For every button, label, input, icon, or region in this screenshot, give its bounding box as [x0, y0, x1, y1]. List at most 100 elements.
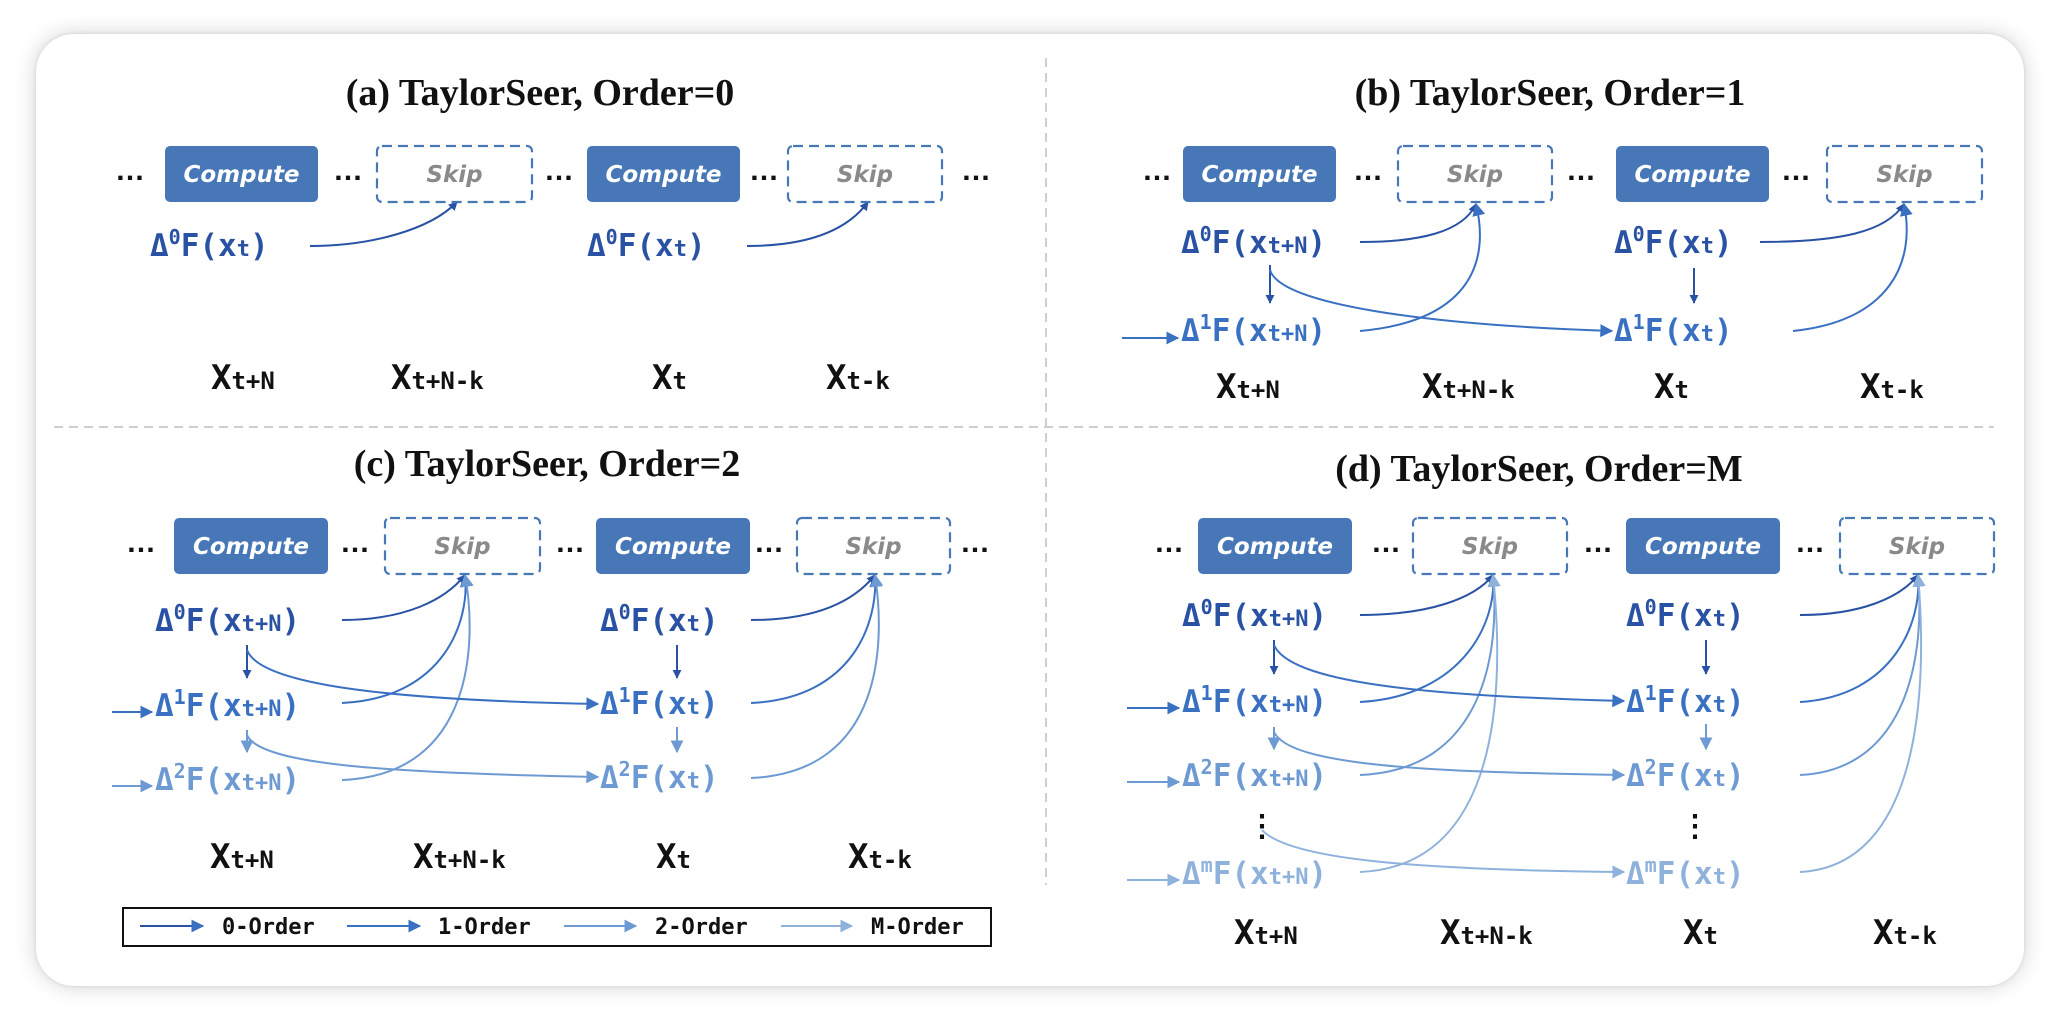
- panel-c-order-2-arrow-22: [750, 573, 884, 779]
- panel-c-compute-box-2: Compute: [596, 518, 750, 574]
- panel-c-timestep-label-1: Xt+N: [210, 837, 274, 877]
- skip-box-shape: [795, 516, 952, 576]
- compute-label: Compute: [1645, 534, 1761, 560]
- panel-c-delta0-term-t: Δ0F(xt): [600, 600, 719, 639]
- panel-b-timestep-label-1: Xt+N: [1216, 367, 1280, 407]
- panel-d-order-m-arrow-40: [1799, 573, 1926, 873]
- compute-label: Compute: [1634, 162, 1750, 188]
- panel-b-skip-box-1: Skip: [1396, 144, 1554, 204]
- panel-b-delta1-term-t-plus-n: Δ1F(xt+N): [1181, 310, 1326, 349]
- panel-a-ellipsis-4: …: [749, 154, 779, 187]
- panel-c-order-0-arrow-20: [750, 574, 876, 621]
- panel-b-ellipsis-1: …: [1142, 154, 1172, 187]
- panel-d-delta2-term-t: Δ2F(xt): [1626, 755, 1745, 794]
- arrow-layer: [112, 201, 1926, 887]
- panel-c-title: (c) TaylorSeer, Order=2: [354, 443, 740, 485]
- panel-c-delta1-term-t-plus-n: Δ1F(xt+N): [155, 685, 300, 724]
- panel-a-timestep-label-2: Xt+N-k: [391, 358, 484, 398]
- panel-d-ellipsis-4: …: [1795, 526, 1825, 559]
- panel-d-vertical-ellipsis-1: ⋮: [1247, 810, 1277, 843]
- panel-d-ellipsis-2: …: [1371, 526, 1401, 559]
- panel-c-ellipsis-2: …: [340, 526, 370, 559]
- compute-box-shape: [1198, 518, 1352, 574]
- compute-label: Compute: [1201, 162, 1317, 188]
- compute-label: Compute: [183, 162, 299, 188]
- panel-b-order-0-arrow-8: [1759, 203, 1905, 243]
- panel-d-delta0-term-t: Δ0F(xt): [1626, 595, 1745, 634]
- panel-c-delta0-term-t-plus-n: Δ0F(xt+N): [155, 600, 300, 639]
- skip-box-shape: [786, 144, 944, 204]
- legend-label-m-order: M-Order: [871, 915, 964, 940]
- panel-d-order-1-arrow-26: [1359, 573, 1501, 703]
- skip-box-shape: [383, 516, 542, 576]
- panel-b-timestep-label-2: Xt+N-k: [1422, 367, 1515, 407]
- panel-a-delta0-term-t: Δ0F(xt): [150, 225, 269, 264]
- panel-d-order-1-arrow-38: [1799, 573, 1926, 703]
- panel-c-skip-box-2: Skip: [795, 516, 952, 576]
- skip-box-shape: [1396, 144, 1554, 204]
- panel-c-ellipsis-4: …: [754, 526, 784, 559]
- panel-c-skip-box-1: Skip: [383, 516, 542, 576]
- panel-d-delta1-term-t-plus-n: Δ1F(xt+N): [1182, 681, 1327, 720]
- panel-b-order-0-arrow-3: [1359, 203, 1477, 243]
- panel-d-order-m-arrow-33: [1261, 829, 1626, 879]
- skip-label: Skip: [1876, 162, 1932, 188]
- compute-box-shape: [596, 518, 750, 574]
- panel-d-title: (d) TaylorSeer, Order=M: [1335, 448, 1743, 490]
- panel-d-delta0-term-t-plus-n: Δ0F(xt+N): [1182, 595, 1327, 634]
- panel-d-ellipsis-1: …: [1154, 526, 1184, 559]
- panel-b-order-1-arrow-10: [1792, 202, 1913, 332]
- panel-d-order-2-arrow-27: [1359, 573, 1501, 776]
- compute-label: Compute: [1217, 534, 1333, 560]
- compute-box-shape: [1183, 146, 1336, 202]
- derivative-terms: Δ0F(xt) Δ0F(xt) Δ0F(xt+N) Δ1F(xt+N) Δ0F(xt) Δ…: [150, 222, 1745, 892]
- compute-skip-rows: Compute Skip Compute Skip … … … … … Compute Skip Co…: [115, 144, 1996, 576]
- panel-c-ellipsis-5: …: [960, 526, 990, 559]
- panel-b-ellipsis-4: …: [1781, 154, 1811, 187]
- panel-c-order-2-arrow-17: [246, 734, 600, 784]
- panel-d-order-1-arrow-30: [1273, 644, 1626, 708]
- panel-c-timestep-label-3: Xt: [656, 837, 691, 877]
- panel-a-ellipsis-2: …: [333, 154, 363, 187]
- panel-a-skip-box-2: Skip: [786, 144, 944, 204]
- compute-box-shape: [1616, 146, 1769, 202]
- panel-d-order-0-arrow-37: [1799, 574, 1919, 616]
- panel-c-compute-box-1: Compute: [174, 518, 328, 574]
- panel-d-order-2-arrow-39: [1799, 573, 1926, 776]
- skip-label: Skip: [426, 162, 482, 188]
- panel-d-order-m-arrow-28: [1359, 573, 1501, 873]
- panel-d-timestep-label-2: Xt+N-k: [1440, 913, 1533, 953]
- panel-b-title: (b) TaylorSeer, Order=1: [1355, 72, 1746, 114]
- panel-a-timestep-label-4: Xt-k: [826, 358, 890, 398]
- panel-b-ellipsis-3: …: [1566, 154, 1596, 187]
- panel-b-delta0-term-t-plus-n: Δ0F(xt+N): [1181, 222, 1326, 261]
- panel-a-timestep-label-1: Xt+N: [211, 358, 275, 398]
- panel-a-order-0-arrow-2: [746, 201, 869, 247]
- panel-d-ellipsis-3: …: [1583, 526, 1613, 559]
- panel-b-ellipsis-2: …: [1353, 154, 1383, 187]
- panel-d-delta1-term-t: Δ1F(xt): [1626, 681, 1745, 720]
- panel-b-order-1-arrow-6: [1269, 269, 1614, 338]
- panel-a-title: (a) TaylorSeer, Order=0: [346, 72, 735, 114]
- panel-c-ellipsis-3: …: [555, 526, 585, 559]
- skip-label: Skip: [1889, 534, 1945, 560]
- panel-a-ellipsis-5: …: [961, 154, 991, 187]
- panel-a-ellipsis-3: …: [544, 154, 574, 187]
- compute-box-shape: [1626, 518, 1780, 574]
- skip-label: Skip: [845, 534, 901, 560]
- skip-label: Skip: [434, 534, 490, 560]
- panel-d-order-0-arrow-25: [1359, 574, 1494, 616]
- compute-label: Compute: [193, 534, 309, 560]
- panel-c-delta1-term-t: Δ1F(xt): [600, 683, 719, 722]
- skip-box-shape: [1825, 144, 1984, 204]
- panel-a-skip-box-1: Skip: [375, 144, 534, 204]
- panel-b-delta0-term-t: Δ0F(xt): [1614, 222, 1733, 261]
- panel-d-timestep-label-1: Xt+N: [1234, 913, 1298, 953]
- legend-label-1-order: 1-Order: [438, 915, 531, 940]
- panel-b-timestep-label-4: Xt-k: [1860, 367, 1924, 407]
- panel-d-skip-box-2: Skip: [1838, 516, 1996, 576]
- panel-c-order-1-arrow-15: [246, 649, 600, 711]
- panel-d-delta2-term-t-plus-n: Δ2F(xt+N): [1182, 755, 1327, 794]
- compute-label: Compute: [615, 534, 731, 560]
